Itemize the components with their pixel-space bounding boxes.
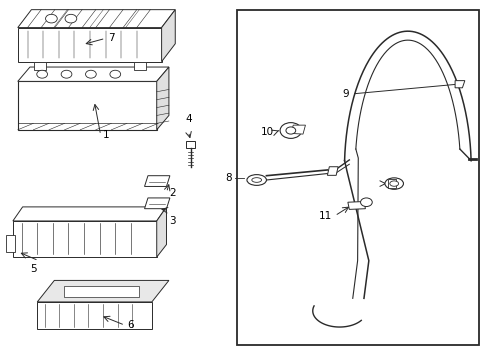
- Text: 8: 8: [225, 173, 232, 183]
- Text: 6: 6: [127, 320, 134, 330]
- Polygon shape: [37, 280, 168, 302]
- Polygon shape: [13, 207, 166, 221]
- Text: 7: 7: [108, 33, 114, 43]
- Text: 3: 3: [168, 216, 175, 226]
- Polygon shape: [37, 302, 152, 329]
- Circle shape: [360, 198, 371, 207]
- Ellipse shape: [389, 181, 398, 186]
- Ellipse shape: [384, 178, 403, 189]
- Polygon shape: [157, 67, 168, 130]
- Polygon shape: [18, 10, 175, 28]
- Polygon shape: [157, 207, 166, 257]
- Circle shape: [110, 70, 121, 78]
- Polygon shape: [144, 176, 169, 186]
- Text: 11: 11: [318, 211, 331, 221]
- Ellipse shape: [246, 175, 266, 185]
- Circle shape: [65, 14, 77, 23]
- Text: 2: 2: [168, 188, 175, 198]
- Circle shape: [37, 70, 47, 78]
- Polygon shape: [387, 179, 395, 188]
- Ellipse shape: [251, 178, 261, 182]
- Text: 4: 4: [185, 114, 191, 125]
- Polygon shape: [454, 81, 464, 88]
- Polygon shape: [63, 286, 139, 297]
- Text: 12: 12: [385, 179, 398, 189]
- Polygon shape: [18, 28, 161, 62]
- Polygon shape: [144, 198, 169, 209]
- Polygon shape: [161, 10, 175, 62]
- Text: 9: 9: [342, 89, 348, 99]
- Circle shape: [285, 127, 295, 134]
- Polygon shape: [134, 62, 145, 69]
- Polygon shape: [13, 221, 157, 257]
- Polygon shape: [18, 81, 157, 130]
- Polygon shape: [290, 125, 305, 134]
- Circle shape: [45, 14, 57, 23]
- Polygon shape: [5, 234, 15, 252]
- Circle shape: [85, 70, 96, 78]
- Polygon shape: [18, 67, 168, 81]
- Circle shape: [280, 123, 301, 138]
- Text: 10: 10: [260, 127, 273, 136]
- Bar: [237, 10, 478, 345]
- Polygon shape: [327, 167, 337, 175]
- Polygon shape: [34, 62, 45, 69]
- Polygon shape: [347, 202, 365, 210]
- Polygon shape: [186, 141, 195, 148]
- Circle shape: [61, 70, 72, 78]
- Text: 1: 1: [103, 130, 109, 140]
- Text: 5: 5: [30, 264, 37, 274]
